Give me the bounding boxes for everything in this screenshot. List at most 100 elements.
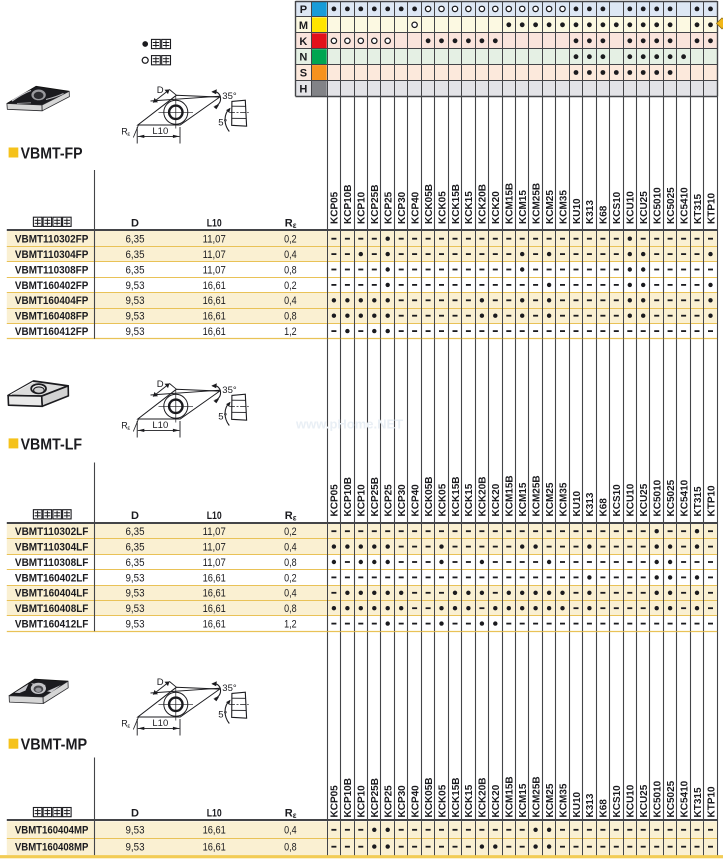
svg-text:VBMT110308FP: VBMT110308FP — [15, 264, 89, 276]
svg-text:VBMT110302FP: VBMT110302FP — [15, 234, 89, 246]
svg-text:D: D — [131, 510, 139, 522]
svg-text:R: R — [121, 126, 128, 136]
svg-text:16,61: 16,61 — [203, 842, 226, 854]
svg-text:L10: L10 — [207, 217, 222, 229]
svg-text:D: D — [131, 217, 139, 229]
svg-text:K313: K313 — [585, 492, 596, 516]
svg-text:KCM25: KCM25 — [545, 482, 556, 516]
svg-text:KCK20: KCK20 — [491, 483, 502, 516]
svg-text:KCP05: KCP05 — [330, 785, 341, 818]
svg-text:KC5025: KC5025 — [666, 187, 677, 224]
svg-text:0,4: 0,4 — [284, 295, 297, 307]
svg-text:6,35: 6,35 — [126, 234, 145, 246]
svg-text:L10: L10 — [207, 808, 222, 820]
svg-text:L10: L10 — [152, 420, 168, 431]
svg-text:KTP10: KTP10 — [706, 192, 717, 224]
svg-text:R: R — [121, 420, 128, 430]
svg-text:KCK05B: KCK05B — [424, 777, 435, 817]
svg-text:K68: K68 — [599, 205, 610, 224]
svg-text:KCM15: KCM15 — [518, 482, 529, 516]
svg-text:KC5025: KC5025 — [666, 780, 677, 817]
svg-text:L10: L10 — [207, 510, 222, 522]
svg-text:KC5025: KC5025 — [666, 479, 677, 516]
svg-text:KC5010: KC5010 — [653, 479, 664, 516]
svg-text:KCM25B: KCM25B — [531, 475, 542, 516]
svg-text:VBMT160412LF: VBMT160412LF — [15, 619, 89, 631]
svg-text:KT315: KT315 — [693, 486, 704, 516]
svg-text:KTP10: KTP10 — [706, 485, 717, 517]
svg-text:6,35: 6,35 — [126, 526, 145, 538]
svg-text:KCP25B: KCP25B — [370, 778, 381, 817]
svg-text:KCK15B: KCK15B — [451, 184, 462, 224]
svg-text:9,53: 9,53 — [126, 588, 145, 600]
svg-text:KCM35: KCM35 — [558, 482, 569, 516]
svg-text:VBMT110304FP: VBMT110304FP — [15, 249, 89, 261]
svg-text:0,4: 0,4 — [284, 249, 297, 261]
svg-text:VBMT160408FP: VBMT160408FP — [15, 311, 89, 323]
svg-text:KCU25: KCU25 — [639, 191, 650, 224]
svg-text:11,07: 11,07 — [203, 264, 226, 276]
svg-text:VBMT160404FP: VBMT160404FP — [15, 295, 89, 307]
svg-text:P: P — [300, 4, 307, 16]
svg-text:6,35: 6,35 — [126, 557, 145, 569]
svg-text:KT315: KT315 — [693, 194, 704, 224]
svg-text:KCM25B: KCM25B — [531, 183, 542, 224]
svg-text:11,07: 11,07 — [203, 557, 226, 569]
svg-text:KCK20B: KCK20B — [478, 777, 489, 817]
svg-text:KCP25B: KCP25B — [370, 185, 381, 224]
svg-text:KCK15B: KCK15B — [451, 777, 462, 817]
svg-text:KCK20: KCK20 — [491, 191, 502, 224]
svg-text:0,2: 0,2 — [284, 234, 297, 246]
svg-text:9,53: 9,53 — [126, 311, 145, 323]
svg-text:VBMT-FP: VBMT-FP — [21, 146, 83, 163]
svg-text:0,2: 0,2 — [284, 526, 297, 538]
svg-text:9,53: 9,53 — [126, 842, 145, 854]
svg-text:KCP30: KCP30 — [397, 484, 408, 517]
svg-text:www.pHome.NET: www.pHome.NET — [295, 417, 403, 432]
svg-text:VBMT160402FP: VBMT160402FP — [15, 280, 89, 292]
svg-text:16,61: 16,61 — [203, 603, 226, 615]
svg-text:VBMT160404LF: VBMT160404LF — [15, 588, 89, 600]
svg-text:9,53: 9,53 — [126, 603, 145, 615]
svg-text:KU10: KU10 — [572, 490, 583, 516]
svg-text:16,61: 16,61 — [203, 280, 226, 292]
svg-text:KCS10: KCS10 — [612, 191, 623, 224]
svg-text:KCK20B: KCK20B — [478, 476, 489, 516]
svg-text:KCK15: KCK15 — [464, 191, 475, 224]
svg-text:VBMT-LF: VBMT-LF — [21, 436, 83, 453]
svg-text:KCP30: KCP30 — [397, 191, 408, 224]
svg-text:KCP25: KCP25 — [384, 484, 395, 517]
svg-text:16,61: 16,61 — [203, 311, 226, 323]
svg-text:KT315: KT315 — [693, 787, 704, 817]
svg-text:KCM15B: KCM15B — [505, 183, 516, 224]
svg-text:ε: ε — [127, 131, 130, 138]
svg-text:KTP10: KTP10 — [706, 786, 717, 818]
svg-text:KCP40: KCP40 — [410, 191, 421, 224]
svg-text:KCU10: KCU10 — [626, 191, 637, 224]
svg-text:KCM35: KCM35 — [558, 783, 569, 817]
svg-text:0,2: 0,2 — [284, 280, 297, 292]
svg-text:KCK20B: KCK20B — [478, 184, 489, 224]
svg-text:Rε: Rε — [285, 217, 297, 230]
svg-text:KCP10: KCP10 — [357, 191, 368, 224]
svg-text:KCM25B: KCM25B — [531, 776, 542, 817]
svg-text:R: R — [121, 718, 128, 728]
svg-text:KCP10: KCP10 — [357, 484, 368, 517]
svg-text:KCM15B: KCM15B — [505, 776, 516, 817]
svg-text:L10: L10 — [152, 718, 168, 729]
svg-text:D: D — [131, 808, 139, 820]
svg-text:0,4: 0,4 — [284, 588, 297, 600]
svg-text:KCP05: KCP05 — [330, 484, 341, 517]
svg-text:KCK05: KCK05 — [437, 191, 448, 224]
svg-text:KCU10: KCU10 — [626, 784, 637, 817]
svg-text:KCP40: KCP40 — [410, 484, 421, 517]
svg-text:K68: K68 — [599, 498, 610, 517]
svg-text:16,61: 16,61 — [203, 572, 226, 584]
svg-text:16,61: 16,61 — [203, 588, 226, 600]
svg-text:H: H — [299, 84, 307, 96]
svg-text:Rε: Rε — [285, 808, 297, 821]
svg-text:KCP25: KCP25 — [384, 191, 395, 224]
svg-text:KCP10B: KCP10B — [343, 185, 354, 224]
svg-text:1,2: 1,2 — [284, 326, 297, 338]
svg-text:K: K — [299, 36, 307, 48]
